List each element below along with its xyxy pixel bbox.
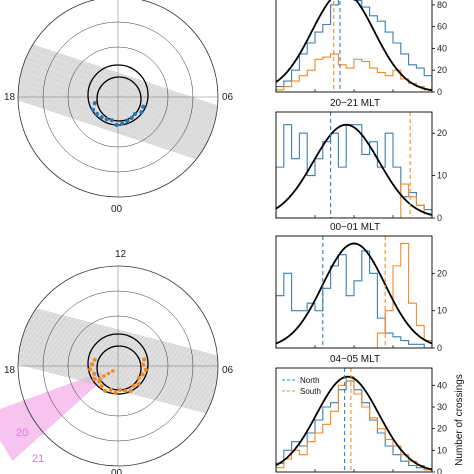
crossing-point	[141, 104, 146, 109]
crossing-point	[120, 121, 125, 126]
y-tick-label: 0	[437, 213, 442, 223]
crossing-point	[142, 357, 147, 362]
y-tick-label: 20	[437, 128, 447, 138]
north-histogram	[276, 250, 432, 348]
y-tick-label: 0	[437, 343, 442, 353]
y-tick-label: 30	[437, 402, 447, 412]
south-histogram	[276, 242, 432, 348]
crossing-point	[143, 367, 148, 372]
crossing-point	[98, 376, 102, 381]
crossing-point	[108, 387, 113, 393]
panel-title: 20−21 MLT	[330, 98, 380, 109]
crossing-point	[131, 383, 136, 388]
mlt-label-top: 12	[115, 249, 127, 260]
crossing-point	[99, 384, 104, 389]
gaussian-fit	[276, 242, 432, 345]
polar-plot-bottom: 12 18 06 00 20 21	[0, 249, 234, 474]
legend-south-label: South	[300, 387, 321, 396]
oval-inner	[96, 76, 142, 122]
crossing-point	[140, 372, 145, 377]
y-axis-label: Number of crossings	[454, 374, 465, 466]
crossing-point	[136, 375, 141, 381]
panel-title: 00−01 MLT	[330, 222, 380, 233]
crossing-point	[117, 387, 123, 393]
crossing-point	[123, 388, 128, 394]
histogram-panel-2: 20−21 MLT 0 10 20	[275, 98, 447, 223]
y-tick-label: 40	[437, 380, 447, 390]
y-tick-label: 40	[437, 43, 447, 53]
crossing-point	[89, 362, 95, 367]
north-histogram	[276, 124, 432, 218]
histogram-panel-1: 0 20 40 60 80	[275, 0, 447, 97]
south-histogram	[276, 53, 432, 92]
y-tick-label: 20	[437, 424, 447, 434]
crossing-point	[111, 369, 115, 373]
crossing-point	[128, 388, 133, 394]
oval-outer	[87, 333, 149, 395]
crossing-points	[88, 357, 148, 395]
north-histogram	[276, 0, 432, 92]
mlt-label-bottom: 00	[111, 204, 123, 215]
south-histogram	[276, 376, 432, 472]
crossing-point	[92, 357, 97, 362]
crossing-point	[102, 374, 106, 378]
y-tick-label: 0	[437, 87, 442, 97]
legend-north-label: North	[300, 376, 320, 385]
gaussian-fit	[276, 123, 432, 216]
crossing-point	[99, 115, 104, 120]
sector-label-21: 21	[32, 453, 44, 465]
crossing-point	[90, 107, 96, 112]
panel-title: 04−05 MLT	[330, 354, 380, 365]
mlt-label-left: 18	[4, 92, 16, 103]
histogram-panel-4: 04−05 MLT 0 10 20 30 40 North South	[275, 354, 447, 474]
crossing-point	[132, 111, 138, 117]
crossing-points	[90, 101, 146, 128]
sector-label-20: 20	[16, 427, 28, 439]
mlt-label-bottom: 00	[111, 468, 123, 474]
y-tick-label: 60	[437, 22, 447, 32]
polar-plot-top: 18 06 00	[4, 0, 234, 215]
y-tick-label: 80	[437, 0, 447, 10]
crossing-point	[114, 122, 119, 128]
crossing-point	[94, 111, 100, 117]
mlt-label-right: 06	[222, 92, 234, 103]
y-tick-label: 10	[437, 306, 447, 316]
mlt-sector-highlight	[0, 372, 105, 462]
crossing-point	[113, 390, 118, 395]
crossing-point	[92, 371, 97, 376]
mlt-label-left: 18	[4, 365, 16, 376]
crossing-point	[125, 119, 130, 124]
polar-grid	[17, 0, 219, 198]
gaussian-fit	[276, 375, 432, 471]
y-tick-label: 20	[437, 268, 447, 278]
crossing-point	[136, 381, 141, 386]
polar-grid	[17, 265, 219, 467]
crossing-point	[109, 118, 114, 123]
crossing-point	[140, 362, 146, 367]
y-tick-label: 20	[437, 65, 447, 75]
crossing-point	[139, 110, 144, 115]
gaussian-fit	[276, 0, 432, 92]
crossing-point	[92, 376, 97, 382]
y-tick-label: 10	[437, 445, 447, 455]
sector-wedge	[0, 372, 105, 462]
histogram-panel-3: 00−01 MLT 0 10 20	[275, 222, 447, 353]
crossing-point	[97, 379, 102, 384]
mlt-label-right: 06	[222, 365, 234, 376]
crossing-point	[104, 117, 109, 122]
y-tick-label: 10	[437, 171, 447, 181]
crossing-point	[88, 367, 93, 372]
south-histogram	[276, 183, 432, 218]
crossing-point	[106, 371, 111, 376]
crossing-point	[92, 101, 97, 106]
crossing-point	[129, 115, 134, 121]
crossing-point	[102, 388, 107, 393]
y-tick-label: 0	[437, 467, 442, 474]
